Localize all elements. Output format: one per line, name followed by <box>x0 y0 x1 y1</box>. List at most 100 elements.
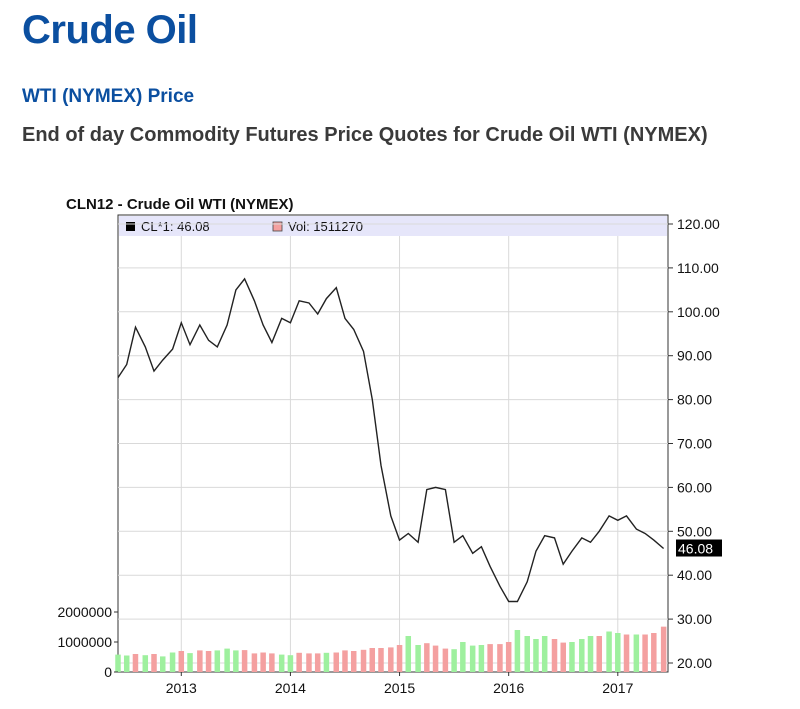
volume-bar <box>478 645 485 672</box>
volume-bar <box>169 652 176 672</box>
volume-bar <box>287 655 294 672</box>
volume-bar <box>214 650 221 672</box>
volume-bar <box>178 651 185 672</box>
volume-bar <box>314 653 321 672</box>
price-tick-label: 60.00 <box>677 479 712 495</box>
price-tick-label: 100.00 <box>677 304 720 320</box>
volume-bar <box>333 652 340 672</box>
price-tick-label: 110.00 <box>677 260 719 276</box>
legend-label-price: CL*1: 46.08 <box>141 219 210 234</box>
volume-bar <box>278 654 285 672</box>
volume-bar <box>388 647 394 672</box>
volume-tick-label: 1000000 <box>57 634 112 650</box>
page-title: Crude Oil <box>22 8 198 52</box>
price-tick-label: 80.00 <box>677 392 712 408</box>
legend-label-volume: Vol: 1511270 <box>288 219 363 234</box>
volume-bar <box>487 644 493 672</box>
volume-bar <box>260 652 266 672</box>
x-tick-label: 2014 <box>275 680 306 696</box>
volume-bars <box>115 626 667 672</box>
x-tick-label: 2013 <box>166 680 197 696</box>
volume-bar <box>442 648 449 672</box>
last-value-marker: 46.08 <box>676 539 722 557</box>
volume-bar <box>205 651 212 672</box>
price-tick-label: 20.00 <box>677 655 712 671</box>
wti-price-link[interactable]: WTI (NYMEX) Price <box>22 86 195 107</box>
legend-swatch-volume <box>272 221 283 232</box>
volume-tick-label: 0 <box>104 664 112 680</box>
volume-bar <box>587 636 594 672</box>
x-tick-label: 2016 <box>493 680 524 696</box>
legend: CL*1: 46.08 Vol: 1511270 <box>126 219 363 234</box>
volume-bar <box>579 639 585 672</box>
volume-bar <box>424 643 430 672</box>
price-tick-label: 40.00 <box>677 567 712 583</box>
x-tick-label: 2015 <box>384 680 415 696</box>
volume-bar <box>151 654 157 672</box>
volume-bar <box>524 636 530 672</box>
volume-bar <box>560 642 566 672</box>
volume-bar <box>306 653 312 672</box>
volume-bar <box>623 634 630 672</box>
volume-bar <box>505 642 512 672</box>
price-tick-label: 50.00 <box>677 523 712 539</box>
price-tick-label: 90.00 <box>677 348 712 364</box>
volume-bar <box>451 649 457 672</box>
last-value-box <box>676 539 722 557</box>
volume-bar <box>360 649 367 672</box>
volume-bar <box>415 645 421 672</box>
volume-bar <box>323 652 330 672</box>
volume-bar <box>159 656 166 672</box>
volume-bar <box>469 645 476 672</box>
volume-bar <box>569 642 575 672</box>
volume-bar <box>187 653 193 672</box>
volume-bar <box>432 645 439 672</box>
volume-bar <box>396 645 403 672</box>
volume-bar <box>342 650 348 672</box>
volume-bar <box>596 636 602 672</box>
page-description: End of day Commodity Futures Price Quote… <box>22 124 708 146</box>
legend-band <box>119 216 667 236</box>
volume-bar <box>497 644 503 672</box>
price-tick-label: 30.00 <box>677 611 712 627</box>
volume-bar <box>615 633 621 672</box>
volume-bar <box>115 654 121 672</box>
legend-swatch-price <box>126 222 135 231</box>
volume-bar <box>642 634 648 672</box>
volume-bar <box>660 626 667 672</box>
price-line <box>117 277 665 603</box>
volume-bar <box>651 633 657 672</box>
volume-axis: 0 1000000 2000000 <box>57 604 118 680</box>
volume-bar <box>123 655 130 672</box>
volume-bar <box>233 650 239 672</box>
volume-bar <box>296 652 302 672</box>
volume-bar <box>269 653 275 672</box>
volume-bar <box>633 634 640 672</box>
volume-tick-label: 2000000 <box>57 604 112 620</box>
chart-title: CLN12 - Crude Oil WTI (NYMEX) <box>66 196 294 213</box>
x-tick-label: 2017 <box>602 680 633 696</box>
volume-bar <box>132 654 139 672</box>
volume-bar <box>533 639 539 672</box>
price-line-group <box>117 277 665 603</box>
price-tick-label: 120.00 <box>677 216 720 232</box>
last-value-label: 46.08 <box>678 541 713 557</box>
x-axis: 2013 2014 2015 2016 2017 <box>166 672 634 696</box>
volume-bar <box>405 636 412 672</box>
volume-bar <box>224 648 230 672</box>
volume-bar <box>551 639 558 672</box>
volume-bar <box>378 648 384 672</box>
volume-bar <box>369 648 376 672</box>
price-tick-label: 70.00 <box>677 436 712 452</box>
volume-bar <box>142 655 149 672</box>
volume-bar <box>514 630 521 672</box>
price-axis: 20.00 30.00 40.00 50.00 60.00 70.00 80.00 90.00… <box>668 216 720 671</box>
volume-bar <box>606 631 612 672</box>
volume-bar <box>251 653 258 672</box>
volume-bar <box>541 636 548 672</box>
volume-bar <box>460 642 466 672</box>
volume-bar <box>241 650 248 672</box>
volume-bar <box>197 650 203 672</box>
volume-bar <box>350 651 357 672</box>
